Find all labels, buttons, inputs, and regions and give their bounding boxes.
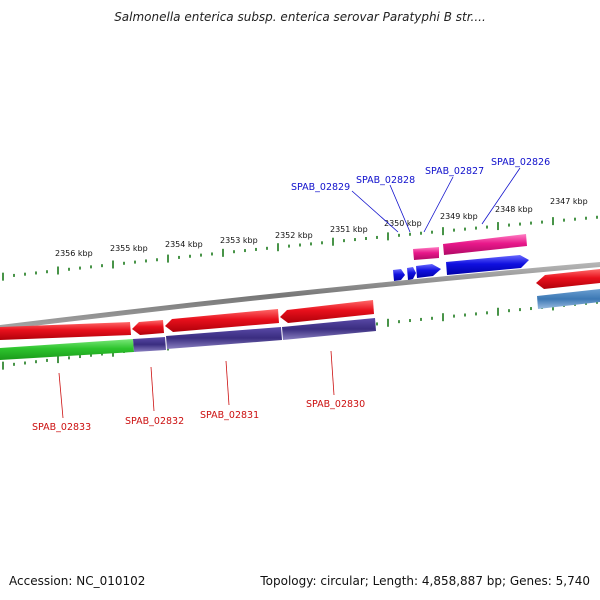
track-green[interactable]: [0, 339, 134, 360]
gene-spab-02827-top[interactable]: [413, 247, 439, 260]
callout-line-02829: [351, 190, 399, 233]
inner-track: [0, 289, 600, 360]
tick-label-2354: 2354 kbp: [165, 240, 203, 249]
track-purple-3[interactable]: [282, 318, 376, 340]
gene-label-spab-02831[interactable]: SPAB_02831: [200, 410, 259, 421]
top-gene-callouts: SPAB_02829 SPAB_02828 SPAB_02827 SPAB_02…: [291, 157, 550, 233]
tick-label-2350: 2350 kbp: [384, 219, 422, 228]
gene-label-spab-02826[interactable]: SPAB_02826: [491, 157, 550, 168]
gene-red-right[interactable]: [536, 269, 600, 289]
gene-spab-02828-blue[interactable]: [407, 267, 416, 280]
tick-label-2348: 2348 kbp: [495, 205, 533, 214]
track-steel[interactable]: [537, 289, 600, 309]
reverse-strand-genes: [0, 269, 600, 340]
gene-spab-02832-red[interactable]: [132, 320, 164, 335]
accession-text: Accession: NC_010102: [9, 574, 146, 588]
track-purple-2[interactable]: [166, 327, 282, 349]
gene-spab-02831-red[interactable]: [165, 309, 279, 332]
gene-spab-02830-red[interactable]: [280, 300, 374, 323]
tick-label-2349: 2349 kbp: [440, 212, 478, 221]
map-title: Salmonella enterica subsp. enterica sero…: [114, 10, 486, 24]
tick-label-2353: 2353 kbp: [220, 236, 258, 245]
callout-line-02828: [389, 184, 411, 233]
gene-label-spab-02830[interactable]: SPAB_02830: [306, 399, 365, 410]
gene-label-spab-02829[interactable]: SPAB_02829: [291, 182, 350, 193]
gene-spab-02827-blue[interactable]: [416, 264, 441, 278]
tick-labels: 2356 kbp 2355 kbp 2354 kbp 2353 kbp 2352…: [55, 197, 588, 258]
genome-backbone: [0, 262, 600, 330]
tick-label-2352: 2352 kbp: [275, 231, 313, 240]
callout-line-02827: [423, 176, 454, 233]
gene-spab-02829-blue[interactable]: [393, 269, 405, 281]
gene-label-spab-02833[interactable]: SPAB_02833: [32, 422, 91, 433]
gene-label-spab-02827[interactable]: SPAB_02827: [425, 166, 484, 177]
callout-line-02832: [150, 366, 155, 412]
gene-spab-02826-blue[interactable]: [446, 255, 529, 275]
gene-spab-02833-red[interactable]: [0, 322, 131, 340]
bottom-gene-callouts: SPAB_02833 SPAB_02832 SPAB_02831 SPAB_02…: [32, 350, 365, 433]
outer-tick-ring: [2, 215, 598, 281]
genome-summary-text: Topology: circular; Length: 4,858,887 bp…: [260, 574, 590, 588]
tick-label-2356: 2356 kbp: [55, 249, 93, 258]
callout-line-02830: [330, 350, 335, 396]
gene-label-spab-02832[interactable]: SPAB_02832: [125, 416, 184, 427]
tick-label-2355: 2355 kbp: [110, 244, 148, 253]
tick-label-2351: 2351 kbp: [330, 225, 368, 234]
gene-spab-02826-top[interactable]: [443, 234, 527, 255]
gene-label-spab-02828[interactable]: SPAB_02828: [356, 175, 415, 186]
callout-line-02826: [481, 167, 521, 225]
callout-line-02831: [225, 360, 230, 406]
callout-line-02833: [58, 372, 64, 419]
tick-label-2347: 2347 kbp: [550, 197, 588, 206]
track-purple-1[interactable]: [133, 337, 166, 352]
forward-strand-genes: [393, 234, 529, 281]
